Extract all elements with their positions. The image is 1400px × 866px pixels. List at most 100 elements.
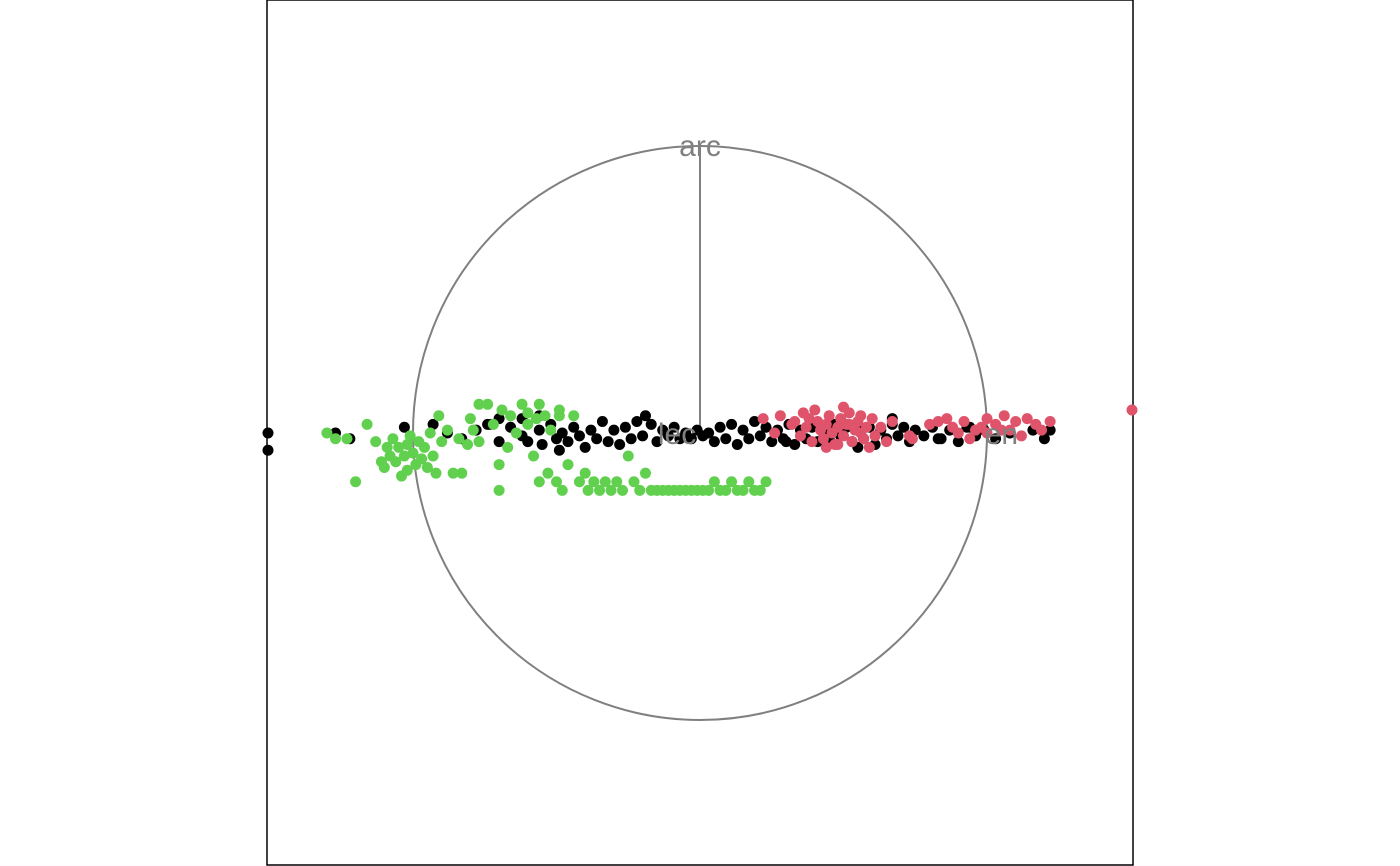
data-point (522, 436, 534, 448)
data-point (496, 404, 508, 416)
data-point (881, 436, 893, 448)
data-point (350, 476, 362, 488)
data-point (551, 476, 562, 488)
data-point (436, 436, 448, 448)
data-point (869, 430, 881, 442)
data-point (726, 476, 738, 488)
data-point (625, 433, 637, 445)
data-point (378, 461, 390, 473)
data-point (714, 421, 726, 433)
data-point (990, 433, 1002, 445)
data-point (754, 430, 766, 442)
data-point (708, 436, 720, 448)
data-point (418, 441, 430, 453)
data-point (817, 433, 829, 445)
data-point (789, 438, 801, 450)
data-point (361, 418, 373, 430)
data-point (505, 410, 517, 422)
data-point (952, 436, 964, 448)
data-point (981, 427, 993, 439)
data-point (614, 438, 626, 450)
data-point (995, 424, 1007, 436)
data-point (407, 447, 419, 459)
data-point (760, 421, 772, 433)
data-point (404, 430, 416, 442)
data-point (453, 433, 465, 445)
axis-labels-layer: arc lec en (658, 130, 1018, 451)
axis-label-en: en (985, 418, 1018, 451)
data-point (932, 433, 944, 445)
data-point (482, 398, 494, 410)
data-point (416, 453, 428, 465)
data-point (421, 461, 433, 473)
data-point (390, 456, 402, 468)
data-point (981, 413, 993, 425)
data-point (743, 433, 755, 445)
data-point (1126, 404, 1138, 416)
data-point (467, 424, 479, 436)
data-point (794, 430, 806, 442)
data-point (568, 421, 580, 433)
data-point (958, 416, 970, 428)
data-point (530, 413, 542, 425)
data-point (941, 413, 953, 425)
data-point (582, 484, 594, 496)
data-point (780, 436, 792, 448)
data-point (737, 424, 749, 436)
data-point (591, 433, 603, 445)
data-point (774, 410, 786, 422)
data-point (393, 441, 405, 453)
data-point (843, 418, 855, 430)
data-point (639, 467, 651, 479)
data-point (427, 418, 439, 430)
data-point (1004, 424, 1016, 436)
data-point (685, 433, 697, 445)
data-point (539, 410, 551, 422)
data-point (473, 398, 485, 410)
data-point (424, 427, 436, 439)
data-point (637, 430, 649, 442)
data-point (1038, 433, 1050, 445)
data-point (579, 467, 591, 479)
data-point (806, 436, 818, 448)
data-point (832, 421, 844, 433)
data-point (556, 427, 568, 439)
data-point (703, 484, 715, 496)
data-point (516, 398, 528, 410)
data-point (918, 430, 930, 442)
data-point (573, 430, 585, 442)
data-point (731, 438, 743, 450)
data-point (617, 484, 629, 496)
data-point (898, 421, 910, 433)
data-point (330, 433, 342, 445)
data-point (757, 413, 769, 425)
data-point (441, 424, 453, 436)
data-point (708, 476, 720, 488)
data-point (703, 427, 715, 439)
data-point (760, 476, 772, 488)
axis-label-arc: arc (679, 130, 721, 163)
data-point (769, 427, 781, 439)
data-point (749, 416, 761, 428)
data-point (964, 433, 976, 445)
data-point (1015, 430, 1027, 442)
data-point (800, 421, 812, 433)
data-point (536, 438, 548, 450)
data-point (1044, 424, 1056, 436)
data-point (932, 416, 944, 428)
data-point (579, 441, 591, 453)
data-point (562, 436, 574, 448)
data-point (838, 430, 849, 442)
data-point (886, 416, 898, 428)
data-point (1010, 416, 1022, 428)
data-point (533, 424, 545, 436)
data-point (568, 410, 580, 422)
data-point (433, 410, 445, 422)
data-point (370, 436, 382, 448)
data-point (401, 464, 413, 476)
data-point (510, 427, 522, 439)
data-point (720, 433, 732, 445)
data-point (622, 450, 634, 462)
data-point (639, 410, 651, 422)
